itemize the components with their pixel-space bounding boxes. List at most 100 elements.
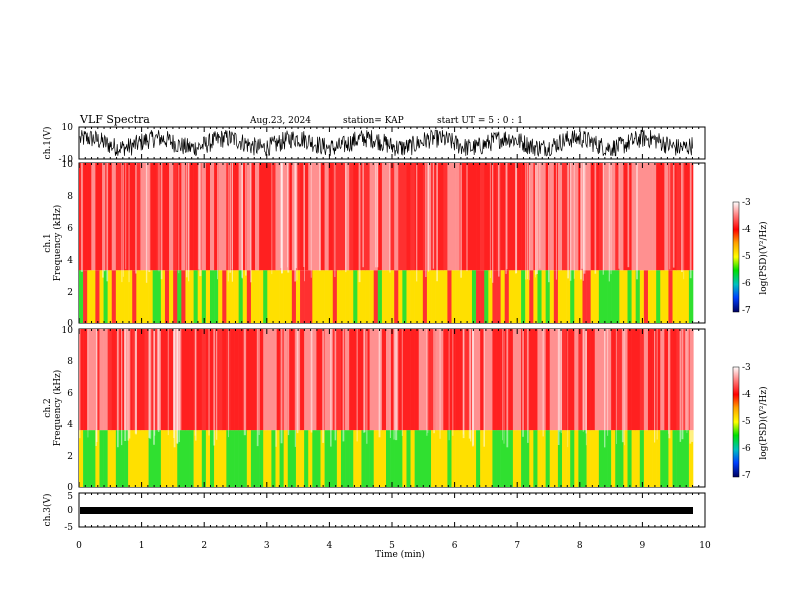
spectrogram-streak: [310, 329, 313, 433]
spectrogram-cell: [688, 430, 694, 487]
spectrogram-cell: [529, 329, 534, 431]
spectrogram-cell: [169, 430, 174, 487]
spectrogram-cell: [340, 430, 346, 487]
date-label: Aug.23, 2024: [249, 116, 311, 126]
spectrogram-cell: [570, 430, 575, 487]
spectrogram-cell: [557, 270, 563, 323]
spectrogram-cell: [353, 329, 358, 431]
ch1-ytick-bottom: -10: [59, 155, 74, 165]
spectrogram-cell: [152, 430, 158, 487]
spectrogram-streak: [536, 163, 538, 274]
spectrogram-streak: [245, 163, 247, 276]
spectrogram-cell: [562, 329, 567, 431]
spectrogram-cell: [222, 329, 227, 431]
spectrogram-cell: [488, 430, 493, 487]
spectrogram-cell: [328, 163, 334, 271]
spectrogram-cell: [553, 329, 559, 431]
spectrogram-streak: [176, 329, 179, 444]
spectrogram-streak: [668, 329, 671, 439]
spectrogram-cell: [324, 430, 329, 487]
spectrogram-cell: [639, 163, 645, 271]
spectrogram-cell: [541, 163, 546, 271]
spectrogram-cell: [271, 270, 276, 323]
spectrogram-cell: [623, 430, 628, 487]
spectrogram-cell: [111, 270, 117, 323]
spectrogram-cell: [619, 430, 624, 487]
ch1-spectrogram-panel: 0 2 4 6 8 10 ch.1 Frequency (kHz) -3 -4 …: [43, 160, 769, 329]
spectrogram-streak: [294, 163, 297, 282]
spectrogram-cell: [263, 430, 268, 487]
spectrogram-streak: [173, 329, 175, 438]
spectrogram-cell: [169, 163, 174, 271]
spectrogram-cell: [340, 163, 346, 271]
spectrogram-cell: [623, 163, 628, 271]
spectrogram-cell: [107, 163, 113, 271]
spectrogram-streak: [582, 329, 584, 432]
spectrogram-cell: [549, 270, 555, 323]
spectrogram-cell: [455, 270, 460, 323]
spectrogram-cell: [287, 270, 293, 323]
spectrogram-streak: [281, 163, 283, 274]
spectrogram-cell: [541, 270, 546, 323]
spectrogram-cell: [365, 163, 370, 271]
spectrogram-cell: [594, 329, 600, 431]
spectrogram-cell: [521, 270, 526, 323]
spectrogram-streak: [195, 329, 197, 441]
spectrogram-streak: [393, 329, 395, 440]
spectrogram-streak: [681, 329, 684, 440]
spectrogram-cell: [639, 430, 645, 487]
spectrogram-cell: [537, 270, 542, 323]
spectrogram-cell: [201, 163, 207, 271]
spectrogram-cell: [160, 163, 166, 271]
ch2-ytick-10: 10: [62, 326, 74, 336]
spectrogram-streak: [567, 163, 569, 279]
spectrogram-streak: [618, 163, 620, 269]
spectrogram-cell: [201, 430, 207, 487]
spectrogram-streak: [689, 163, 692, 279]
spectrogram-streak: [432, 163, 434, 269]
spectrogram-cell: [463, 329, 469, 431]
spectrogram-cell: [246, 163, 252, 271]
spectrogram-streak: [503, 329, 505, 444]
spectrogram-cell: [635, 329, 641, 431]
spectrogram-streak: [122, 163, 124, 277]
spectrogram-cell: [185, 430, 190, 487]
spectrogram-streak: [460, 163, 462, 278]
spectrogram-streak: [669, 163, 671, 270]
spectrogram-cell: [418, 430, 424, 487]
spectrogram-streak: [145, 163, 148, 283]
spectrogram-cell: [660, 163, 665, 271]
spectrogram-cell: [164, 329, 170, 431]
spectrogram-cell: [381, 270, 387, 323]
spectrogram-cell: [124, 430, 129, 487]
spectrogram-streak: [426, 329, 428, 436]
spectrogram-cell: [83, 430, 88, 487]
spectrogram-cell: [537, 329, 542, 431]
spectrogram-cell: [328, 430, 334, 487]
spectrogram-streak: [229, 163, 232, 273]
spectrogram-cell: [132, 270, 137, 323]
spectrogram-streak: [557, 329, 560, 445]
spectrogram-cell: [79, 270, 84, 323]
spectrogram-streak: [304, 163, 305, 282]
ch1-ytick-8: 8: [67, 192, 73, 202]
spectrogram-cell: [545, 270, 551, 323]
spectrogram-cell: [598, 270, 604, 323]
spectrogram-cell: [586, 329, 591, 431]
spectrogram-cell: [545, 430, 551, 487]
spectrogram-cell: [304, 163, 309, 271]
ch1-waveform-ylabel: ch.1(V): [42, 127, 53, 160]
spectrogram-cell: [586, 163, 591, 271]
ch3-ytick-5: 5: [67, 492, 73, 502]
spectrogram-cell: [676, 329, 682, 431]
spectrogram-streak: [389, 329, 391, 438]
spectrogram-streak: [148, 329, 150, 438]
spectrogram-cell: [422, 329, 428, 431]
ch1-spectrogram-ylabel-channel: ch.1: [43, 233, 53, 252]
spectrogram-streak: [135, 163, 137, 274]
spectrogram-streak: [489, 163, 491, 279]
spectrogram-streak: [208, 329, 210, 436]
spectrogram-cell: [381, 329, 387, 431]
spectrogram-cell: [246, 430, 252, 487]
spectrogram-streak: [228, 329, 229, 438]
